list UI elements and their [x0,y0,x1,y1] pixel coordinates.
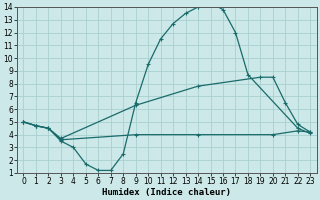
X-axis label: Humidex (Indice chaleur): Humidex (Indice chaleur) [102,188,231,197]
